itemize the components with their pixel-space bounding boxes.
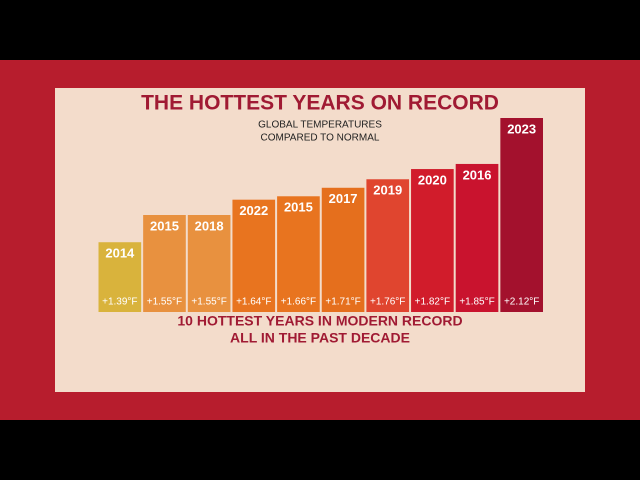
chart-title: THE HOTTEST YEARS ON RECORD (141, 92, 499, 115)
value-label: +1.55°F (147, 297, 182, 308)
bar-label: 2020 (418, 172, 447, 187)
bar-label: 2016 (463, 167, 492, 182)
bar-label: 2015 (150, 218, 179, 233)
annotation: 10 HOTTEST YEARS IN MODERN RECORD (177, 313, 462, 329)
bar-label: 2023 (507, 121, 536, 136)
bar (500, 118, 543, 312)
bar (455, 163, 499, 312)
subtitle: COMPARED TO NORMAL (261, 133, 380, 144)
bar-label: 2018 (195, 218, 224, 233)
bar (187, 215, 231, 312)
value-label: +1.71°F (325, 297, 360, 308)
value-label: +1.66°F (281, 297, 316, 308)
value-label: +1.55°F (191, 297, 226, 308)
bar (411, 169, 454, 312)
bar (232, 199, 276, 312)
value-label: +1.76°F (370, 297, 405, 308)
value-label: +1.82°F (415, 297, 450, 308)
bar-label: 2017 (329, 191, 358, 206)
bar (321, 187, 365, 312)
value-label: +1.64°F (236, 297, 271, 308)
bar (98, 242, 142, 312)
subtitle: GLOBAL TEMPERATURES (258, 120, 382, 131)
bar-label: 2022 (239, 203, 268, 218)
value-label: +1.39°F (102, 297, 137, 308)
bar (277, 196, 320, 312)
bar-label: 2015 (284, 200, 313, 215)
bar (143, 215, 186, 312)
bar-label: 2019 (373, 183, 402, 198)
value-label: +1.85°F (459, 297, 494, 308)
annotation: ALL IN THE PAST DECADE (230, 330, 410, 346)
bar (366, 179, 410, 312)
bar-label: 2014 (105, 246, 135, 261)
value-label: +2.12°F (504, 297, 539, 308)
